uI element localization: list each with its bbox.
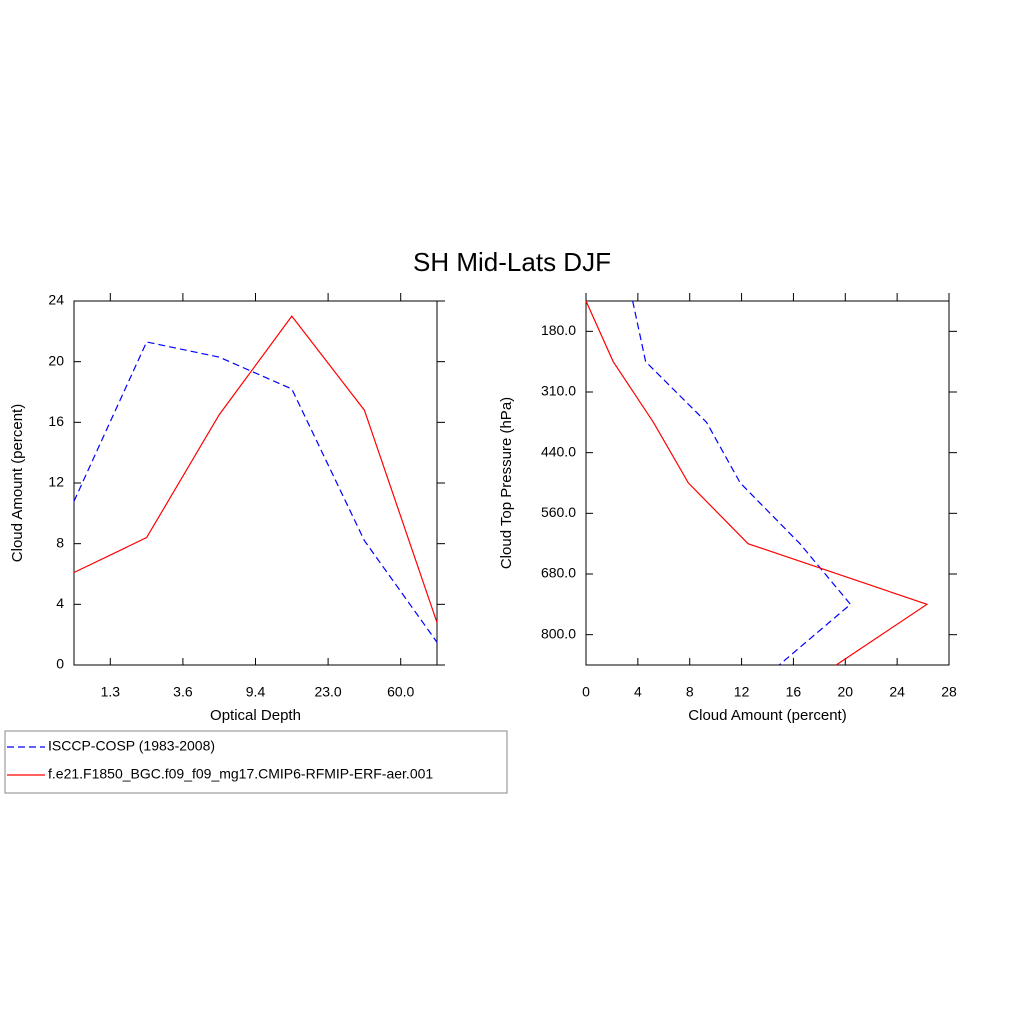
x-tick-label: 0 — [582, 684, 590, 700]
plot-frame — [73, 300, 438, 666]
x-tick-label: 23.0 — [314, 684, 341, 700]
x-tick-label: 1.3 — [101, 684, 121, 700]
y-tick-label: 560.0 — [541, 504, 576, 520]
x-tick-label: 24 — [889, 684, 905, 700]
x-tick-label: 8 — [686, 684, 694, 700]
y-tick-label: 180.0 — [541, 322, 576, 338]
legend-box — [4, 730, 508, 794]
x-axis-label: Cloud Amount (percent) — [688, 707, 846, 724]
y-tick-label: 440.0 — [541, 443, 576, 459]
series-line — [73, 315, 438, 623]
y-axis-label: Cloud Top Pressure (hPa) — [498, 397, 515, 569]
x-tick-label: 60.0 — [387, 684, 414, 700]
series-line — [632, 300, 852, 666]
y-tick-label: 0 — [56, 656, 64, 672]
legend-label: f.e21.F1850_BGC.f09_f09_mg17.CMIP6-RFMIP… — [48, 766, 433, 782]
series-line — [73, 341, 438, 643]
figure-title: SH Mid-Lats DJF — [413, 247, 611, 277]
y-tick-label: 800.0 — [541, 625, 576, 641]
y-tick-label: 680.0 — [541, 565, 576, 581]
y-tick-label: 8 — [56, 534, 64, 550]
y-tick-label: 4 — [56, 595, 64, 611]
y-tick-label: 20 — [48, 352, 64, 368]
x-tick-label: 12 — [734, 684, 750, 700]
x-tick-label: 16 — [786, 684, 802, 700]
x-tick-label: 4 — [634, 684, 642, 700]
y-tick-label: 12 — [48, 474, 64, 490]
x-tick-label: 3.6 — [173, 684, 193, 700]
plot-frame — [585, 300, 950, 666]
x-axis-label: Optical Depth — [210, 707, 301, 724]
y-axis-label: Cloud Amount (percent) — [9, 404, 26, 562]
legend-label: ISCCP-COSP (1983-2008) — [48, 738, 215, 754]
x-tick-label: 9.4 — [246, 684, 266, 700]
y-tick-label: 310.0 — [541, 383, 576, 399]
x-tick-label: 20 — [837, 684, 853, 700]
y-tick-label: 16 — [48, 413, 64, 429]
y-tick-label: 24 — [48, 292, 64, 308]
x-tick-label: 28 — [941, 684, 957, 700]
series-line — [585, 300, 929, 666]
